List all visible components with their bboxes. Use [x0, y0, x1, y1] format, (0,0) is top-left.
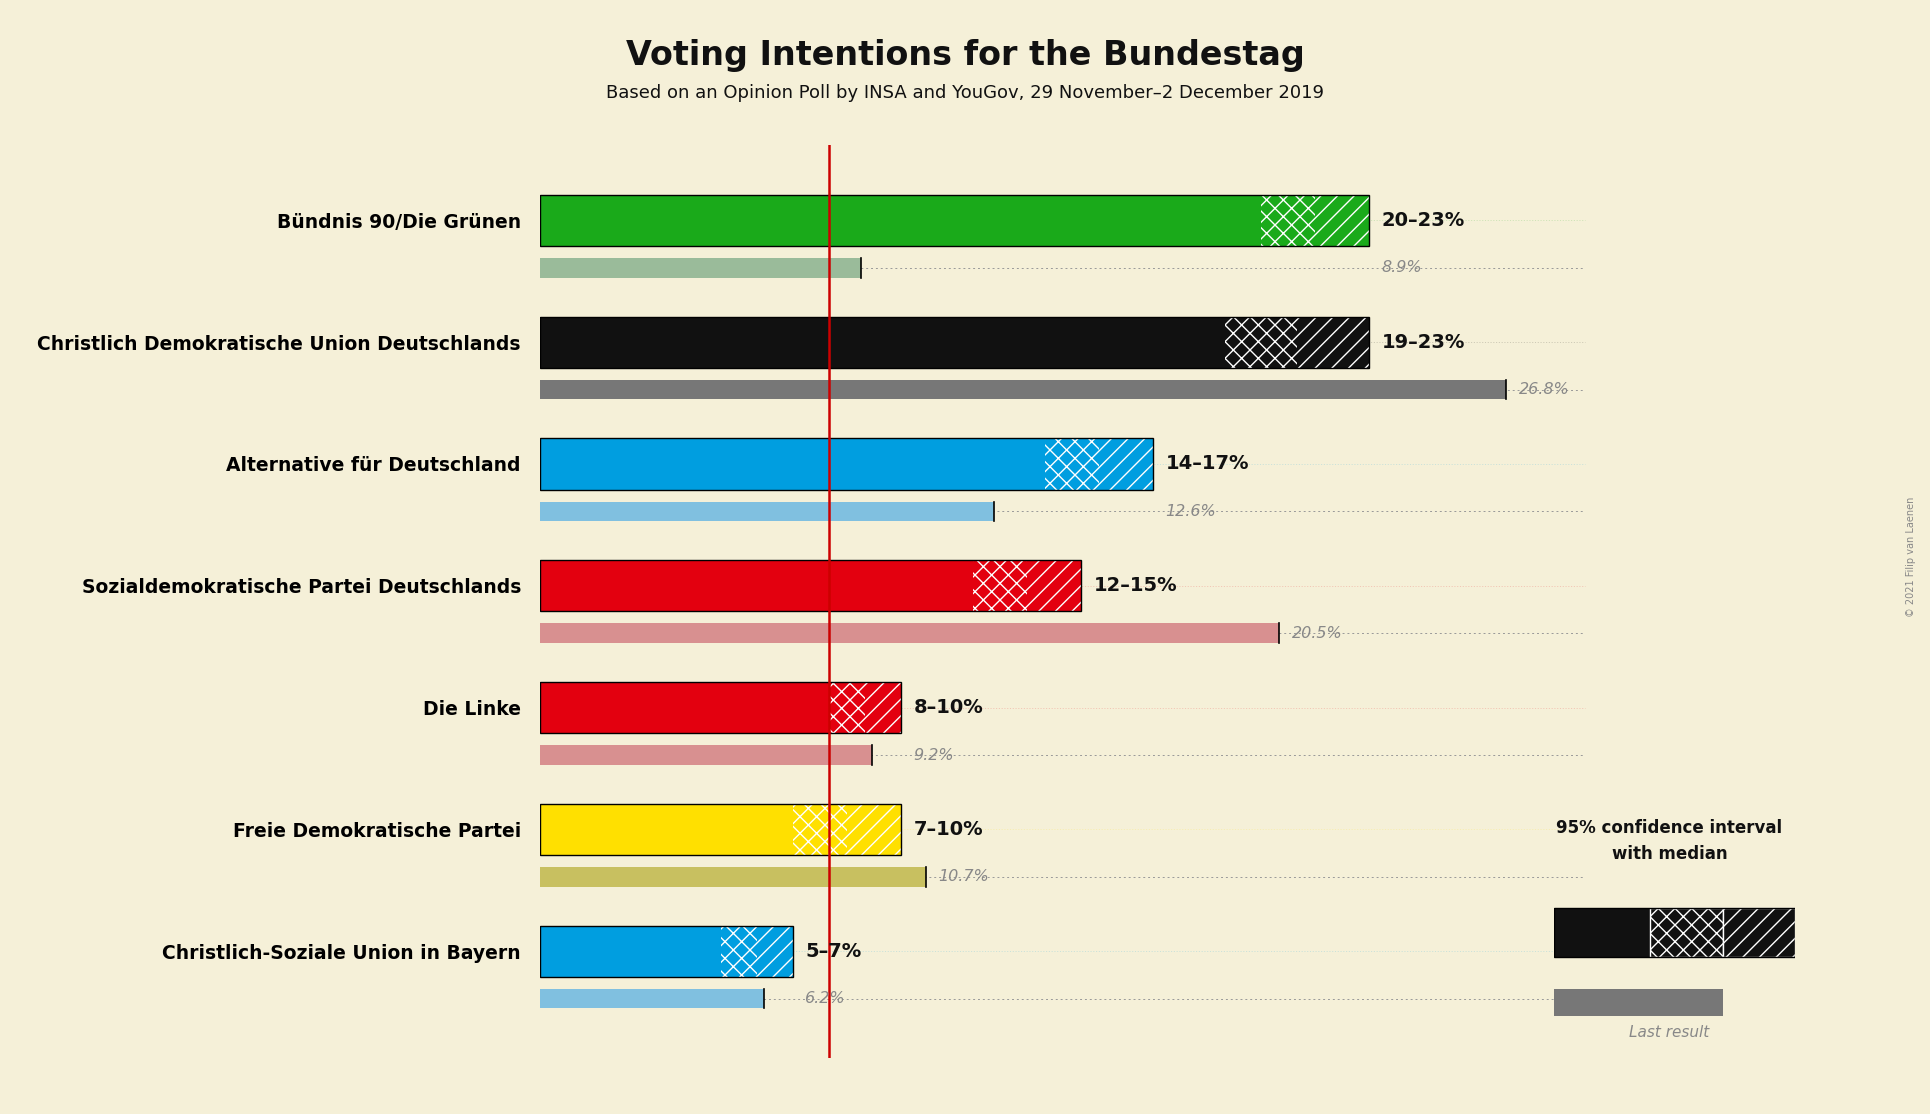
- Bar: [540, 380, 1505, 400]
- Bar: [540, 682, 828, 733]
- Bar: [1722, 909, 1795, 957]
- Text: 9.2%: 9.2%: [913, 747, 953, 762]
- Text: 8–10%: 8–10%: [913, 698, 982, 717]
- Bar: [540, 867, 926, 887]
- Text: 10.7%: 10.7%: [938, 869, 990, 885]
- Bar: [540, 195, 1260, 246]
- Text: Last result: Last result: [1629, 1025, 1710, 1040]
- Bar: [540, 624, 1280, 643]
- Text: 20–23%: 20–23%: [1382, 211, 1465, 229]
- Bar: [1650, 909, 1722, 957]
- Bar: [1260, 195, 1314, 246]
- Bar: [1226, 316, 1297, 368]
- Text: 8.9%: 8.9%: [1382, 261, 1422, 275]
- Bar: [793, 803, 847, 854]
- Bar: [540, 803, 793, 854]
- Bar: [1098, 438, 1152, 489]
- Bar: [540, 258, 861, 277]
- Text: 5–7%: 5–7%: [805, 941, 861, 960]
- Bar: [540, 316, 1226, 368]
- Bar: [540, 745, 872, 765]
- Bar: [973, 560, 1027, 612]
- Text: 14–17%: 14–17%: [1166, 455, 1249, 473]
- Bar: [865, 682, 901, 733]
- Bar: [828, 682, 865, 733]
- Text: 20.5%: 20.5%: [1291, 626, 1341, 641]
- Text: 95% confidence interval
with median: 95% confidence interval with median: [1556, 819, 1783, 863]
- Bar: [540, 438, 1044, 489]
- Bar: [1314, 195, 1368, 246]
- Bar: [720, 926, 757, 977]
- Text: 7–10%: 7–10%: [913, 820, 982, 839]
- Text: 12.6%: 12.6%: [1166, 504, 1216, 519]
- Text: 19–23%: 19–23%: [1382, 333, 1465, 352]
- Bar: [1297, 316, 1368, 368]
- Bar: [1554, 909, 1650, 957]
- Bar: [1027, 560, 1081, 612]
- Text: 12–15%: 12–15%: [1094, 576, 1177, 595]
- Bar: [1044, 438, 1098, 489]
- Bar: [540, 989, 764, 1008]
- Bar: [540, 501, 994, 521]
- Bar: [1554, 989, 1722, 1016]
- Text: Voting Intentions for the Bundestag: Voting Intentions for the Bundestag: [625, 39, 1305, 72]
- Text: © 2021 Filip van Laenen: © 2021 Filip van Laenen: [1907, 497, 1916, 617]
- Text: 6.2%: 6.2%: [805, 991, 845, 1006]
- Bar: [540, 926, 720, 977]
- Bar: [757, 926, 793, 977]
- Text: 26.8%: 26.8%: [1519, 382, 1569, 397]
- Text: Based on an Opinion Poll by INSA and YouGov, 29 November–2 December 2019: Based on an Opinion Poll by INSA and You…: [606, 84, 1324, 101]
- Bar: [847, 803, 901, 854]
- Bar: [540, 560, 973, 612]
